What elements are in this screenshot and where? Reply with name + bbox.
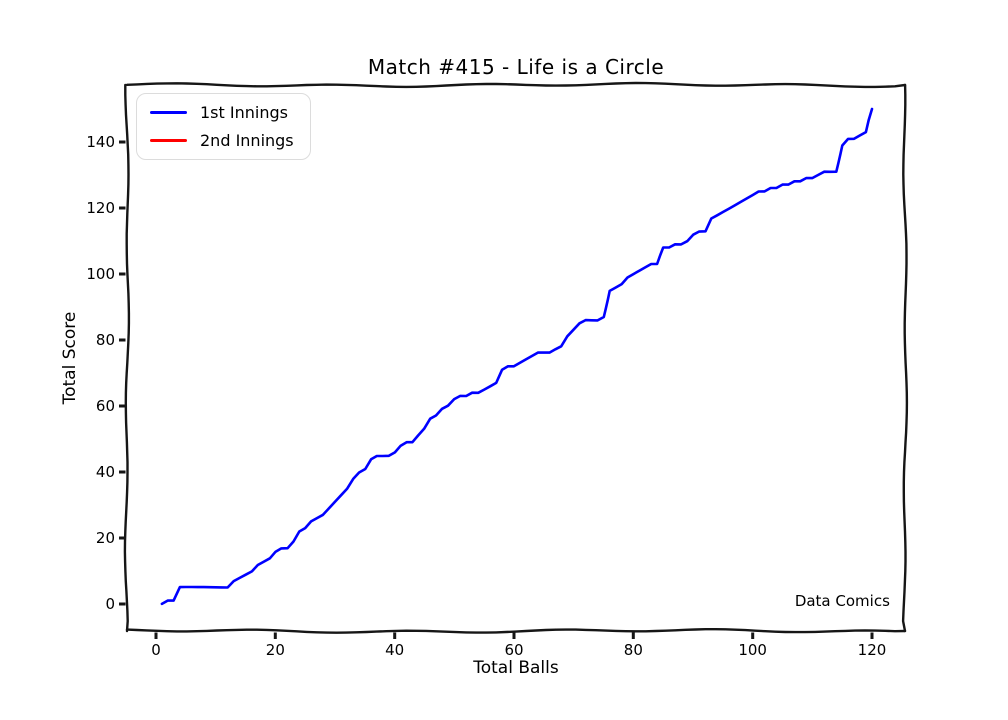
y-tick-mark <box>119 140 126 144</box>
x-tick-label: 20 <box>265 641 285 659</box>
chart-title: Match #415 - Life is a Circle <box>367 55 665 79</box>
legend-line-2nd-innings-icon <box>150 139 187 142</box>
y-tick-mark <box>119 338 126 342</box>
top-spine <box>125 81 907 89</box>
legend-line-1st-innings-icon <box>150 111 187 114</box>
legend-label-1st-innings: 1st Innings <box>200 103 288 122</box>
y-tick-label: 20 <box>95 529 115 547</box>
y-tick-label: 120 <box>86 199 115 217</box>
y-tick-mark <box>119 470 126 474</box>
y-axis-label: Total Score <box>60 311 80 405</box>
y-tick-label: 40 <box>95 463 115 481</box>
y-tick-label: 140 <box>86 133 115 151</box>
y-tick-label: 100 <box>86 265 115 283</box>
x-tick-label: 120 <box>857 641 887 659</box>
legend-label-2nd-innings: 2nd Innings <box>200 131 294 150</box>
x-axis-label: Total Balls <box>473 658 559 678</box>
y-tick-mark <box>119 602 126 606</box>
x-tick-mark <box>512 632 516 639</box>
y-tick-mark <box>119 272 126 276</box>
left-spine <box>123 83 131 633</box>
series-line-1st-innings <box>160 107 874 606</box>
y-tick-mark <box>119 404 126 408</box>
x-tick-mark <box>273 632 277 639</box>
x-tick-label: 60 <box>504 641 524 659</box>
watermark-text: Data Comics <box>794 592 890 610</box>
x-tick-label: 80 <box>623 641 643 659</box>
legend-item-1st-innings: 1st Innings <box>150 103 294 122</box>
x-tick-label: 100 <box>738 641 767 659</box>
y-tick-mark <box>119 206 126 210</box>
x-tick-mark <box>393 632 397 639</box>
legend-item-2nd-innings: 2nd Innings <box>150 131 294 150</box>
x-tick-mark <box>870 632 874 639</box>
x-tick-label: 40 <box>385 641 405 659</box>
y-tick-label: 80 <box>95 331 115 349</box>
y-tick-label: 0 <box>105 595 115 613</box>
y-tick-label: 60 <box>95 397 115 415</box>
y-tick-mark <box>119 536 126 540</box>
x-tick-mark <box>751 632 755 639</box>
legend: 1st Innings 2nd Innings <box>136 93 311 160</box>
right-spine <box>901 83 909 633</box>
x-tick-label: 0 <box>151 641 161 659</box>
x-tick-mark <box>631 632 635 639</box>
x-tick-mark <box>154 632 158 639</box>
bottom-spine <box>125 628 907 634</box>
